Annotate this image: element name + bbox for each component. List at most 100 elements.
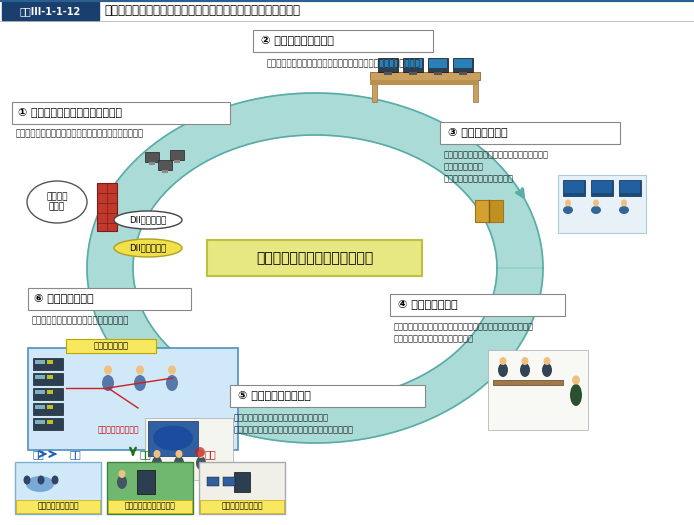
Text: 関係省庁との連携、米軍など関係各国との連携など）: 関係省庁との連携、米軍など関係各国との連携など） xyxy=(234,425,354,435)
Bar xyxy=(563,180,585,196)
Bar xyxy=(434,72,442,75)
Bar xyxy=(403,58,423,72)
Text: 普及教育、自己点検、監査など: 普及教育、自己点検、監査など xyxy=(444,174,514,184)
Text: 防衛省・自衛隊におけるサイバー攻撃対処のための総合的施策: 防衛省・自衛隊におけるサイバー攻撃対処のための総合的施策 xyxy=(104,5,300,17)
Bar xyxy=(199,462,285,514)
Bar xyxy=(35,375,45,379)
Bar xyxy=(223,477,235,486)
Ellipse shape xyxy=(174,456,184,470)
Bar xyxy=(619,180,641,196)
Text: ⑤ 情報共有などの推進: ⑤ 情報共有などの推進 xyxy=(238,391,311,401)
Ellipse shape xyxy=(498,363,508,377)
Text: 指揮システムを模擬: 指揮システムを模擬 xyxy=(98,425,139,435)
Bar xyxy=(97,183,117,231)
Bar xyxy=(473,80,478,102)
Text: システム模擬部: システム模擬部 xyxy=(94,341,128,351)
Ellipse shape xyxy=(134,375,146,391)
Ellipse shape xyxy=(198,450,205,458)
Text: 対処: 対処 xyxy=(69,449,81,459)
Bar xyxy=(158,160,172,170)
Bar xyxy=(35,390,45,394)
Ellipse shape xyxy=(104,365,112,374)
FancyBboxPatch shape xyxy=(390,294,565,316)
Bar xyxy=(33,403,63,415)
Bar xyxy=(370,72,480,80)
Ellipse shape xyxy=(26,476,54,492)
Bar xyxy=(404,59,422,68)
Bar xyxy=(459,72,467,75)
Bar xyxy=(428,58,448,72)
Ellipse shape xyxy=(570,384,582,406)
Ellipse shape xyxy=(563,206,573,214)
FancyBboxPatch shape xyxy=(207,240,422,276)
Ellipse shape xyxy=(195,447,205,457)
FancyBboxPatch shape xyxy=(2,2,99,20)
Bar xyxy=(108,500,192,513)
Text: 体制の強化など）: 体制の強化など） xyxy=(444,163,484,172)
FancyBboxPatch shape xyxy=(66,339,156,353)
Text: 総合的サイバー攻撃対処６本柱: 総合的サイバー攻撃対処６本柱 xyxy=(256,251,373,265)
Bar xyxy=(170,150,184,160)
Text: ② 防護システムの整備: ② 防護システムの整備 xyxy=(261,36,334,46)
Ellipse shape xyxy=(166,375,178,391)
Ellipse shape xyxy=(114,239,182,257)
Bar xyxy=(454,59,472,68)
Bar xyxy=(620,181,640,193)
Bar xyxy=(372,80,377,102)
Bar xyxy=(489,200,503,222)
Bar xyxy=(379,59,397,68)
Ellipse shape xyxy=(621,200,627,206)
Ellipse shape xyxy=(119,470,126,478)
Ellipse shape xyxy=(591,206,601,214)
Text: （米国カーネギーメロン大学付属機関、国内大学院への留学、: （米国カーネギーメロン大学付属機関、国内大学院への留学、 xyxy=(394,322,534,331)
Bar xyxy=(162,170,168,173)
Bar xyxy=(33,388,63,400)
Bar xyxy=(47,405,53,409)
FancyBboxPatch shape xyxy=(28,288,191,310)
Bar xyxy=(148,421,198,456)
Text: 監視: 監視 xyxy=(32,449,44,459)
Ellipse shape xyxy=(542,363,552,377)
Bar xyxy=(591,180,613,196)
FancyBboxPatch shape xyxy=(253,30,433,52)
Bar xyxy=(488,350,588,430)
Bar xyxy=(200,500,284,513)
Text: （内閣官房情報セキュリティセンターなど: （内閣官房情報セキュリティセンターなど xyxy=(234,414,329,423)
Ellipse shape xyxy=(521,357,529,365)
Bar xyxy=(558,175,646,233)
Text: サイバー攻撃対処班: サイバー攻撃対処班 xyxy=(37,501,79,510)
Text: ④ 人材育成・確保: ④ 人材育成・確保 xyxy=(398,300,457,310)
Ellipse shape xyxy=(500,357,507,365)
Ellipse shape xyxy=(572,375,580,384)
Bar xyxy=(145,152,159,162)
Ellipse shape xyxy=(168,365,176,374)
Bar xyxy=(47,390,53,394)
Bar xyxy=(107,462,193,514)
Ellipse shape xyxy=(565,200,571,206)
Bar xyxy=(35,420,45,424)
Text: （「防衛省の情報保証に関する訓令」の施行、: （「防衛省の情報保証に関する訓令」の施行、 xyxy=(444,151,549,160)
Polygon shape xyxy=(87,93,543,443)
Bar xyxy=(370,80,478,85)
Ellipse shape xyxy=(114,211,182,229)
Bar xyxy=(145,418,233,480)
FancyBboxPatch shape xyxy=(12,102,230,124)
Text: （ネットワーク監視システム、サイバー防護分析装置などの整備）: （ネットワーク監視システム、サイバー防護分析装置などの整備） xyxy=(266,59,420,68)
Bar xyxy=(149,162,155,165)
Text: ① 情報通信システムの安全性向上: ① 情報通信システムの安全性向上 xyxy=(18,108,122,118)
Ellipse shape xyxy=(24,476,31,485)
Text: DIIオープン系: DIIオープン系 xyxy=(129,215,167,225)
Ellipse shape xyxy=(152,456,162,470)
Bar xyxy=(453,58,473,72)
Bar xyxy=(475,200,503,222)
Text: （ファイアウォール、ウィルス検知ソフトの導入など）: （ファイアウォール、ウィルス検知ソフトの導入など） xyxy=(16,130,144,139)
Text: インター
ネット: インター ネット xyxy=(46,192,68,212)
Ellipse shape xyxy=(117,475,127,489)
Bar xyxy=(35,405,45,409)
Ellipse shape xyxy=(51,476,58,485)
Ellipse shape xyxy=(520,363,530,377)
Ellipse shape xyxy=(37,476,44,485)
Bar xyxy=(207,477,219,486)
Bar xyxy=(47,420,53,424)
Bar xyxy=(493,380,563,385)
